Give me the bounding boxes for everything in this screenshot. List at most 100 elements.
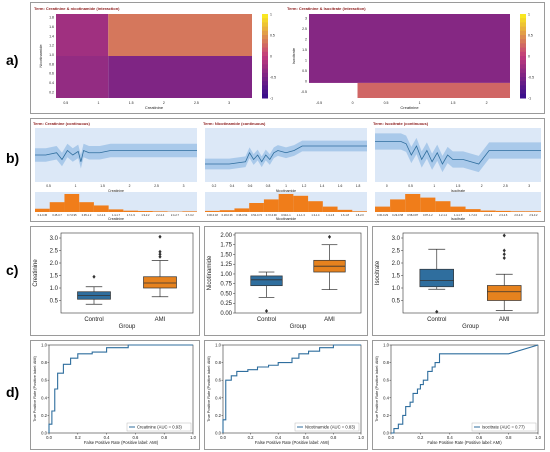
outlier-point — [435, 309, 439, 314]
x-tick-label: 0.6 — [303, 435, 309, 440]
hist-bar — [64, 194, 80, 212]
y-tick-label: 0.4 — [41, 395, 47, 400]
y-tick-label: 0.5 — [302, 69, 307, 73]
heatmap-a1: 0.5 1 1.5 2 2.5 3 1.8 1.6 1.4 1.2 1.0 0.8 0.6 0.4 0.2 C… — [38, 13, 276, 111]
y-axis-label: True Positive Rate (Positive label: AMI) — [33, 355, 37, 421]
y-axis-label: True Positive Rate (Positive label: AMI) — [207, 355, 211, 421]
pd-panel-b3: 0 0.5 1 1.5 2 2.5 3 Isocitrate 0.00-0.29 0.29-0.5… — [375, 128, 541, 220]
y-tick-label: 0.4 — [383, 395, 389, 400]
y-tick-label: 0.2 — [41, 413, 47, 418]
x-tick-label: Control — [84, 317, 103, 323]
x-tick-label: 1 — [433, 184, 435, 188]
hist-bar — [108, 209, 124, 212]
outlier-point — [264, 309, 269, 314]
hist-bin-label: 2.3-2.6 — [499, 213, 508, 217]
x-tick-label: 0.5 — [384, 101, 389, 105]
hist-bar — [205, 210, 220, 212]
hist-bar — [420, 197, 436, 212]
row-label-d: d) — [6, 384, 20, 400]
outlier-point — [502, 252, 506, 257]
y-tick-label: 0.6 — [49, 72, 54, 76]
y-tick-label: 1.2 — [49, 44, 54, 48]
hist-bin-label: 0.29-0.58 — [392, 213, 404, 217]
axes-frame — [222, 344, 362, 434]
y-tick-label: 1.0 — [41, 343, 47, 348]
heatmap-title-a1: Term: Creatinine & nicotinamide (interac… — [34, 6, 120, 11]
colorbar-segment — [262, 18, 268, 23]
y-tick-label: 3 — [305, 16, 307, 20]
y-tick-label: 0.0 — [41, 431, 47, 436]
hist-bin-label: 2.4-2.7 — [171, 213, 180, 217]
pd-line — [375, 141, 541, 165]
frame-d3 — [372, 340, 545, 450]
x-tick-label: AMI — [324, 317, 335, 323]
y-tick-label: 1.4 — [49, 34, 54, 38]
x-axis-label: Creatinine — [108, 189, 124, 193]
x-tick-label: 0.8 — [330, 435, 336, 440]
x-tick-label: 2.5 — [154, 184, 159, 188]
boxplot-c1: 0.5 1.0 1.5 2.0 2.5 3.0 Control AMI Group Creatin… — [33, 232, 194, 330]
x-tick-label: 1.0 — [190, 435, 196, 440]
hist-bin-label: 0.36-0.54 — [236, 213, 248, 217]
hist-bar — [35, 208, 50, 212]
colorbar-tick-label: -0.5 — [528, 76, 534, 80]
x-tick-label: 1.5 — [100, 184, 105, 188]
y-tick-label: 1.75 — [220, 243, 232, 249]
x-axis-label: Group — [119, 324, 136, 330]
colorbar-segment — [520, 89, 526, 95]
y-tick-label: 0.5 — [392, 299, 401, 305]
colorbar-segment — [520, 39, 526, 44]
colorbar-segment — [520, 85, 526, 91]
y-tick-label: 0.2 — [49, 90, 54, 94]
roc-curve — [222, 344, 361, 433]
y-tick-label: 1.50 — [220, 252, 232, 258]
outlier-point — [158, 254, 162, 259]
hist-bin-label: 0.72-0.90 — [266, 213, 278, 217]
y-tick-label: 0.00 — [220, 311, 232, 317]
colorbar-segment — [520, 35, 526, 40]
colorbar-segment — [262, 51, 268, 57]
hist-bin-label: 0.00-0.29 — [377, 213, 389, 217]
colorbar-segment — [262, 43, 268, 49]
box-control — [250, 275, 283, 287]
heatmap-cell-3 — [108, 56, 253, 98]
y-tick-label: 3.0 — [50, 236, 59, 242]
row-label-a: a) — [6, 52, 19, 68]
x-axis-label: Group — [462, 324, 479, 330]
colorbar-segment — [520, 51, 526, 57]
x-tick-label: 0.4 — [447, 435, 453, 440]
colorbar-segment — [262, 56, 268, 61]
hist-bin-label: 0.18-0.36 — [222, 213, 234, 217]
colorbar-segment — [520, 30, 526, 36]
x-tick-label: 1 — [75, 184, 77, 188]
colorbar-segment — [520, 14, 526, 19]
confidence-band — [375, 133, 541, 173]
colorbar-segment — [262, 22, 268, 28]
hist-bin-label: 1.7-1.9 — [127, 213, 136, 217]
hist-bar — [234, 208, 250, 212]
x-tick-label: 1.2 — [302, 184, 307, 188]
hist-bar — [480, 210, 496, 212]
heatmap-cell-0 — [309, 14, 510, 83]
legend-label: Isocitrate (AUC = 0.77) — [482, 425, 525, 430]
colorbar-segment — [262, 64, 268, 70]
hist-bar — [510, 211, 526, 212]
y-tick-label: 1.5 — [50, 274, 59, 280]
hist-bin-label: 0.54-0.72 — [251, 213, 263, 217]
x-tick-label: 1.5 — [456, 184, 461, 188]
hist-bar — [123, 210, 139, 212]
y-tick-label: 3.0 — [392, 236, 401, 242]
colorbar-segment — [520, 93, 526, 99]
y-tick-label: 0.0 — [215, 431, 221, 436]
pd-panel-b2: 0.2 0.4 0.6 0.8 1 1.2 1.4 1.6 1.8 Nicotinamide 0.0… — [205, 128, 367, 220]
colorbar-tick-label: 0.5 — [528, 34, 533, 38]
y-axis-label: Nicotinamide — [207, 255, 213, 290]
x-tick-label: 2 — [163, 101, 165, 105]
axes-frame — [390, 344, 539, 434]
confidence-band — [205, 140, 367, 170]
hist-bin-label: 1.9-2.2 — [141, 213, 150, 217]
y-tick-label: 0.2 — [215, 413, 221, 418]
colorbar-tick-label: -0.5 — [270, 76, 276, 80]
y-tick-label: 0.8 — [383, 360, 389, 365]
outlier-point — [502, 233, 506, 238]
